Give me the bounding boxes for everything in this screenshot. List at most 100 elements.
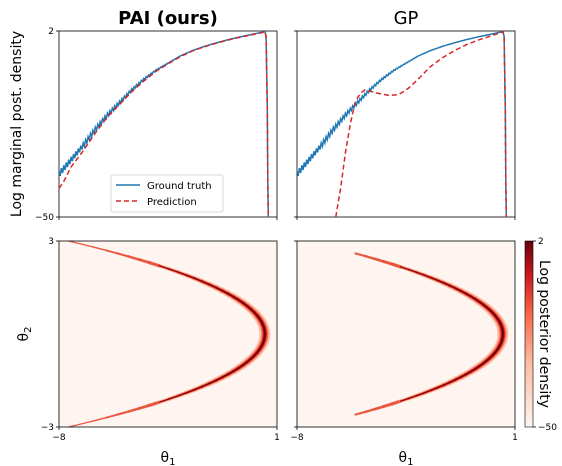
bottom-left-ridge-segment: [81, 420, 95, 425]
bottom-right-ridge-segment: [443, 381, 451, 386]
ytick-bottom-min: −3: [41, 423, 54, 433]
ylabel-bottom: θ2: [16, 327, 34, 342]
bottom-right-ridge-segment: [443, 282, 451, 287]
colorbar-gradient: [524, 240, 534, 428]
bottom-left-ridge-segment: [246, 358, 252, 363]
bottom-left-ridge-segment: [81, 243, 95, 248]
legend-label-prediction: Prediction: [147, 197, 197, 208]
bottom-left-ridge-segment: [68, 241, 82, 245]
bottom-right-ridge-segment: [430, 387, 438, 391]
bottom-left-ridge-segment: [168, 268, 179, 273]
bottom-right-ridge-segment: [470, 295, 476, 300]
bottom-left-ridge-segment: [93, 246, 107, 251]
panel-bottom-right: −8 1 θ1: [290, 240, 518, 466]
bottom-right-ridge-segment: [474, 298, 480, 303]
bottom-right-ridge-segment: [423, 390, 432, 394]
bottom-right-ridge-segment: [382, 402, 394, 408]
bottom-left-ridge-segment: [159, 265, 170, 270]
bottom-right-ridge-segment: [478, 301, 484, 306]
bottom-right-ridge-segment: [408, 395, 417, 399]
colorbar-tick-min: −50: [538, 423, 557, 433]
panel-bottom-left: 3 −3 −8 1 θ1 θ2: [16, 237, 280, 466]
bottom-right-ridge-segment: [408, 269, 417, 273]
bottom-left-ridge-segment: [127, 255, 141, 261]
bottom-left-ridge-segment: [227, 370, 235, 375]
bottom-left-ridge-segment: [159, 398, 170, 403]
bottom-right-ridge-segment: [400, 398, 409, 402]
ytick-top-max: 2: [48, 27, 54, 37]
bottom-left-ridge-segment: [232, 296, 240, 301]
bottom-left-ridge-segment: [246, 305, 252, 310]
bottom-right-ridge-segment: [460, 373, 467, 378]
bottom-left-ridge-segment: [201, 383, 210, 388]
xtick-br-max: 1: [512, 433, 518, 443]
bottom-left-ridge-segment: [116, 410, 130, 416]
bottom-right-ridge-segment: [364, 408, 376, 413]
bottom-left-ridge-segment: [242, 361, 248, 366]
bottom-left-ridge-segment: [138, 404, 151, 410]
bottom-right-ridge-segment: [436, 384, 445, 389]
xtick-bl-min: −8: [52, 433, 66, 443]
title-pai: PAI (ours): [118, 8, 218, 29]
bottom-right-ridge-segment: [354, 252, 366, 257]
colorbar-tick-max: 2: [538, 237, 544, 247]
ylabel-top: Log marginal post. density: [9, 31, 25, 217]
legend: Ground truth Prediction: [110, 174, 224, 213]
bottom-left-ridge-segment: [138, 258, 151, 264]
ytick-top-min: −50: [35, 213, 54, 223]
bottom-left-ridge-segment: [148, 261, 161, 267]
bottom-right-ridge-segment: [391, 400, 402, 405]
xtick-bl-max: 1: [274, 433, 280, 443]
bottom-left-ridge-segment: [242, 302, 248, 307]
bottom-left-ridge-segment: [208, 283, 217, 289]
panel-top-right: [294, 30, 516, 220]
bottom-left-ridge-segment: [177, 271, 187, 276]
xlabel-br: θ1: [399, 450, 414, 466]
bottom-right-ridge-segment: [436, 279, 445, 284]
bottom-left-ridge-segment: [215, 376, 223, 382]
bottom-right-ridge-segment: [465, 293, 472, 297]
panel-top-left: 2 −50 Log marginal post. density Ground …: [9, 27, 278, 223]
bottom-right-ridge-segment: [455, 287, 462, 292]
colorbar: 2 −50 Log posterior density: [524, 237, 557, 433]
bottom-right-ridge-segment: [373, 405, 385, 411]
bottom-left-ridge-segment: [227, 293, 235, 298]
bottom-right-ridge-segment: [460, 290, 467, 295]
bottom-left-ridge-segment: [237, 364, 244, 369]
axes-frame-bottom-left: [58, 240, 278, 428]
bottom-right-ridge-segment: [449, 285, 457, 289]
top-left-series-prediction: [59, 31, 270, 217]
bottom-left-ridge-segment: [232, 367, 240, 372]
bottom-right-ridge-segment: [373, 257, 385, 263]
bottom-left-ridge-segment: [185, 274, 195, 279]
bottom-right-ridge-segment: [478, 362, 484, 367]
bottom-left-ridge-segment: [93, 417, 107, 422]
heatmap-background-right: [297, 241, 515, 427]
axes-frame-top-right: [296, 30, 516, 218]
bottom-left-ridge-segment: [185, 389, 195, 394]
axes-frame-bottom-right: [296, 240, 516, 428]
bottom-left-ridge-segment: [221, 290, 229, 295]
bottom-left-ridge-segment: [193, 277, 203, 282]
bottom-right-ridge-segment: [415, 392, 425, 397]
bottom-right-ridge-segment: [382, 260, 394, 266]
bottom-right-ridge-segment: [354, 411, 366, 416]
bottom-left-ridge-segment: [177, 392, 187, 397]
bottom-right-ridge-segment: [364, 255, 376, 260]
bottom-left-ridge-segment: [221, 373, 229, 378]
bottom-left-ridge-segment: [148, 401, 161, 407]
top-right-series-prediction: [335, 31, 508, 217]
bottom-left-ridge-segment: [208, 379, 217, 385]
bottom-left-ridge-segment: [201, 280, 210, 285]
xlabel-bl: θ1: [161, 450, 176, 466]
bottom-right-ridge-segment: [449, 379, 457, 383]
legend-label-ground-truth: Ground truth: [147, 181, 212, 192]
xtick-br-min: −8: [290, 433, 304, 443]
bottom-left-ridge-segment: [168, 395, 179, 400]
title-gp: GP: [394, 8, 419, 29]
bottom-right-ridge-segment: [474, 365, 480, 370]
bottom-right-ridge-segment: [465, 371, 472, 375]
bottom-left-ridge-segment: [250, 308, 255, 314]
bottom-right-ridge-segment: [400, 266, 409, 270]
